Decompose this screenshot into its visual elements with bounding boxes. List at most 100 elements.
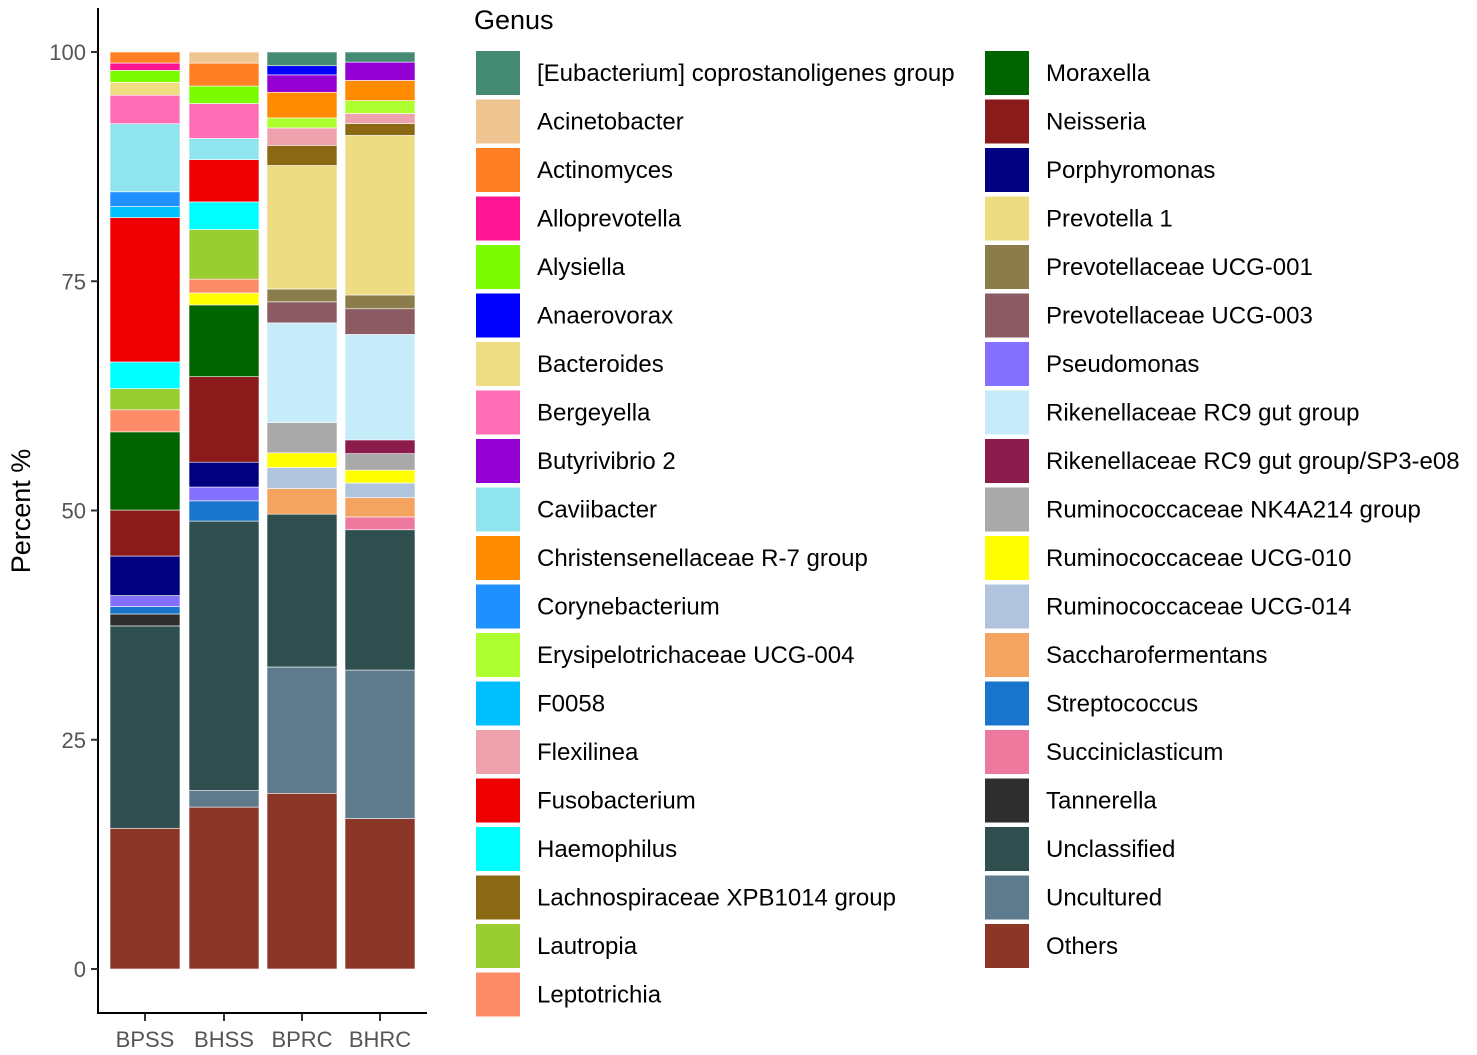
legend-label-corynebacterium: Corynebacterium — [537, 594, 720, 621]
bar-segment-bhss-actinomyces — [188, 62, 260, 87]
legend-key-corynebacterium — [476, 584, 520, 629]
legend-label-saccharofermentans: Saccharofermentans — [1046, 642, 1267, 669]
bar-segment-bhrc-flexilinea — [344, 113, 416, 124]
legend-key-lautropia — [476, 924, 520, 968]
y-axis-title: Percent % — [6, 449, 36, 574]
bar-segment-bhrc-erysipelotrichaceae-ucg-004 — [344, 100, 416, 114]
bar-segment-bprc-anaerovorax — [266, 65, 338, 76]
legend-label-bacteroides: Bacteroides — [537, 351, 664, 378]
bar-segment-bhss-alysiella — [188, 85, 260, 104]
legend-key-haemophilus — [476, 827, 520, 871]
bar-segment-bhss-pseudomonas — [188, 486, 260, 502]
bar-segment-bhrc-rikenellaceae-rc9-gut-group-sp3-e08 — [344, 439, 416, 454]
legend-label-prevotellaceae-ucg-003: Prevotellaceae UCG-003 — [1046, 303, 1313, 330]
bar-segment-bhss-moraxella — [188, 304, 260, 377]
bar-segment-bprc-ruminococcaceae-nk4a214-group — [266, 422, 338, 454]
legend-key-anaerovorax — [476, 293, 520, 338]
bar-segment-bprc-unclassified — [266, 513, 338, 668]
bar-segment-bhrc-saccharofermentans — [344, 497, 416, 518]
bar-segment-bprc-lachnospiraceae-xpb1014-group — [266, 145, 338, 166]
bar-segment-bhss-neisseria — [188, 376, 260, 463]
bar-segment-bhrc-ruminococcaceae-ucg-010 — [344, 469, 416, 484]
legend-label-fusobacterium: Fusobacterium — [537, 788, 696, 815]
legend-label-alysiella: Alysiella — [537, 254, 626, 281]
bar-segment-bpss-caviibacter — [109, 123, 181, 193]
bar-segment-bprc-prevotellaceae-ucg-003 — [266, 301, 338, 324]
legend-label-acinetobacter: Acinetobacter — [537, 109, 684, 136]
bar-segment-bhrc-unclassified — [344, 529, 416, 671]
legend-key-pseudomonas — [985, 342, 1029, 386]
legend-label-caviibacter: Caviibacter — [537, 497, 657, 524]
legend-key-erysipelotrichaceae-ucg-004 — [476, 633, 520, 677]
bar-segment-bprc-ruminococcaceae-ucg-014 — [266, 467, 338, 489]
bar-segment-bhss-caviibacter — [188, 138, 260, 160]
legend-key-uncultured — [985, 875, 1029, 920]
bar-segment-bpss-haemophilus — [109, 361, 181, 389]
legend-key-acinetobacter — [476, 99, 520, 144]
bar-segment-bhrc-prevotella-1 — [344, 135, 416, 296]
legend-label-moraxella: Moraxella — [1046, 60, 1151, 87]
legend-label-tannerella: Tannerella — [1046, 788, 1157, 815]
legend-key-neisseria — [985, 99, 1029, 144]
bar-segment-bprc-butyrivibrio-2 — [266, 74, 338, 93]
legend-key-leptotrichia — [476, 972, 520, 1017]
x-tick-label-bprc: BPRC — [271, 1027, 332, 1052]
bar-segment-bpss-others — [109, 827, 181, 970]
legend-key-rikenellaceae-rc9-gut-group — [985, 390, 1029, 435]
bar-segment-bprc-flexilinea — [266, 127, 338, 146]
legend-label-lachnospiraceae-xpb1014-group: Lachnospiraceae XPB1014 group — [537, 885, 896, 912]
legend-key-prevotellaceae-ucg-001 — [985, 245, 1029, 289]
legend-key-bacteroides — [476, 342, 520, 386]
bar-segment-bpss-corynebacterium — [109, 191, 181, 207]
bar-segment-bprc-prevotellaceae-ucg-001 — [266, 288, 338, 303]
bar-segment-bhrc-others — [344, 818, 416, 970]
legend-label-christensenellaceae-r-7-group: Christensenellaceae R-7 group — [537, 545, 868, 572]
legend-label-f0058: F0058 — [537, 691, 605, 718]
legend-label-neisseria: Neisseria — [1046, 109, 1147, 136]
legend-label-flexilinea: Flexilinea — [537, 739, 639, 766]
legend-label-uncultured: Uncultured — [1046, 885, 1162, 912]
y-tick-label-100: 100 — [49, 40, 86, 65]
legend-key-fusobacterium — [476, 778, 520, 823]
legend-label-pseudomonas: Pseudomonas — [1046, 351, 1199, 378]
legend-label-alloprevotella: Alloprevotella — [537, 206, 682, 233]
legend-key-tannerella — [985, 778, 1029, 823]
legend-label-rikenellaceae-rc9-gut-group: Rikenellaceae RC9 gut group — [1046, 400, 1360, 427]
bar-segment-bprc-rikenellaceae-rc9-gut-group — [266, 322, 338, 423]
legend-title: Genus — [474, 5, 554, 35]
bar-segment-bpss-f0058 — [109, 206, 181, 218]
bar-segment-bpss-porphyromonas — [109, 555, 181, 596]
legend-key-unclassified — [985, 827, 1029, 871]
legend-label-others: Others — [1046, 933, 1118, 960]
legend-key-ruminococcaceae-nk4a214-group — [985, 487, 1029, 532]
legend-key-alloprevotella — [476, 196, 520, 241]
legend-label-ruminococcaceae-nk4a214-group: Ruminococcaceae NK4A214 group — [1046, 497, 1421, 524]
bar-segment-bhss-lautropia — [188, 229, 260, 280]
legend-label-streptococcus: Streptococcus — [1046, 691, 1198, 718]
x-axis-ticks: BPSS BHSS BPRC BHRC — [116, 1014, 411, 1052]
bar-segment-bprc-christensenellaceae-r-7-group — [266, 91, 338, 119]
bar-segment-bhss-haemophilus — [188, 201, 260, 230]
bar-segment-bhrc-rikenellaceae-rc9-gut-group — [344, 334, 416, 441]
bar-segment-bpss-streptococcus — [109, 606, 181, 615]
bar-segment-bpss-leptotrichia — [109, 409, 181, 433]
y-tick-label-25: 25 — [62, 728, 86, 753]
legend-key-butyrivibrio-2 — [476, 439, 520, 483]
legend-label-unclassified: Unclassified — [1046, 836, 1175, 863]
bar-segment-bpss-alloprevotella — [109, 62, 181, 71]
bar-segment-bpss-lautropia — [109, 388, 181, 411]
bar-segment-bpss-pseudomonas — [109, 595, 181, 607]
bar-segment-bhss-streptococcus — [188, 500, 260, 522]
y-tick-label-75: 75 — [62, 269, 86, 294]
x-tick-label-bhrc: BHRC — [349, 1027, 411, 1052]
bar-segment-bpss-bergeyella — [109, 94, 181, 125]
bar-segment-bpss-unclassified — [109, 625, 181, 829]
legend-label-prevotella-1: Prevotella 1 — [1046, 206, 1173, 233]
legend-label-bergeyella: Bergeyella — [537, 400, 651, 427]
legend-key-moraxella — [985, 51, 1029, 95]
legend-key-porphyromonas — [985, 148, 1029, 192]
bar-segment-bhrc-succiniclasticum — [344, 516, 416, 531]
bar-segment-bhss-bergeyella — [188, 103, 260, 139]
legend-key-streptococcus — [985, 681, 1029, 726]
